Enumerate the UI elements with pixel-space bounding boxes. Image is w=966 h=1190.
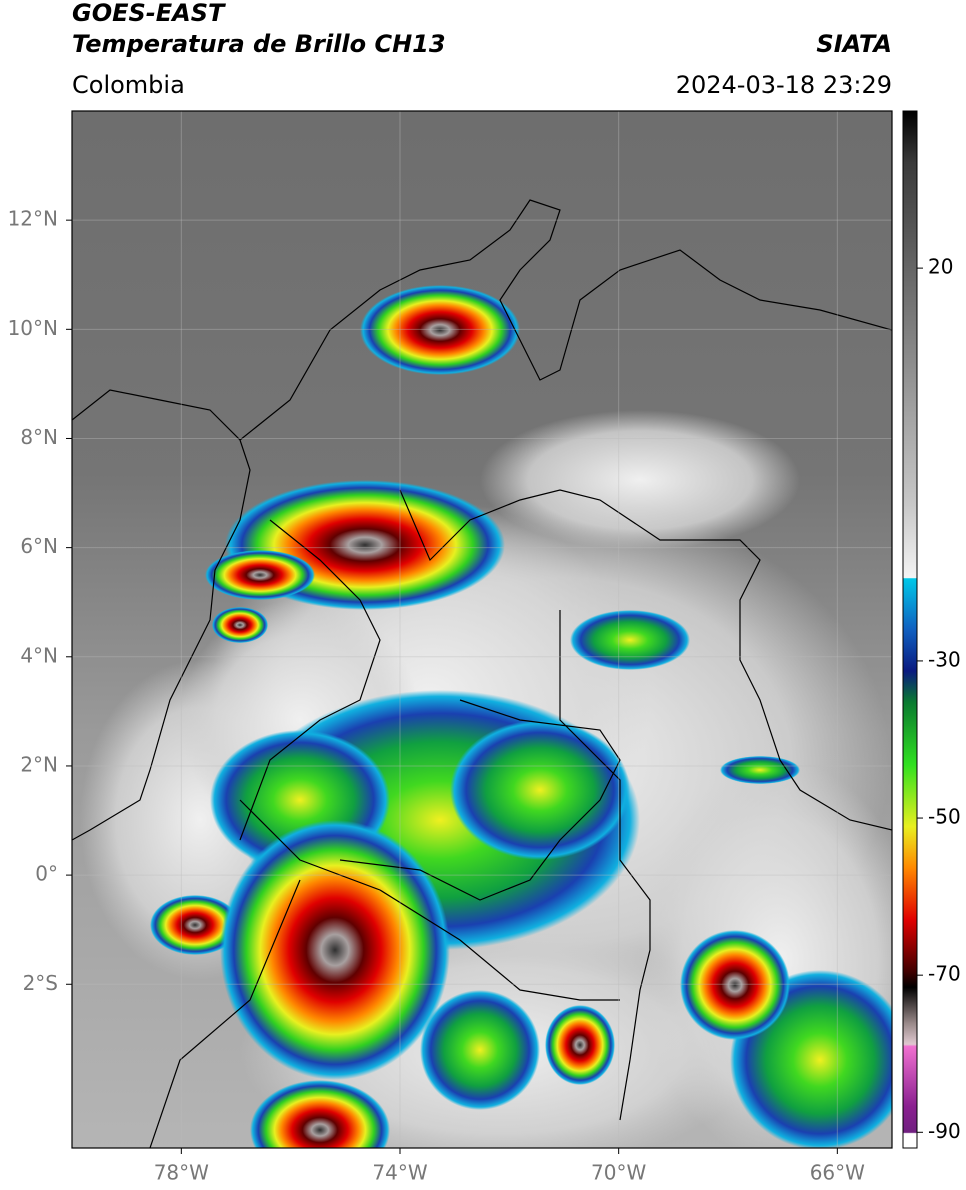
lon-tick-label: 70°W (591, 1161, 646, 1185)
colorbar (902, 110, 918, 1149)
lat-tick-label: 2°N (20, 752, 58, 776)
border-line (72, 389, 251, 841)
border-line (239, 799, 620, 1001)
lon-tick-label: 78°W (154, 1161, 209, 1185)
convective-area (720, 756, 800, 784)
lat-tick-label: 6°N (20, 534, 58, 558)
colorbar-tick-label: -50 (928, 805, 961, 829)
lat-tick-label: 0° (35, 862, 58, 886)
lon-tick-label: 66°W (810, 1161, 865, 1185)
lat-tick-label: 4°N (20, 643, 58, 667)
storm-cell (250, 1080, 390, 1148)
lat-tick-label: 8°N (20, 425, 58, 449)
colorbar-tick-label: -30 (928, 647, 961, 671)
datetime: 2024-03-18 23:29 (676, 71, 892, 99)
lon-tick-label: 74°W (372, 1161, 427, 1185)
lat-tick-label: 10°N (8, 316, 58, 340)
colorbar-tick-label: -90 (928, 1119, 961, 1143)
cloud-area (480, 410, 800, 550)
border-line (239, 199, 892, 441)
border-line (399, 489, 892, 831)
map-frame (71, 110, 893, 1149)
storm-cell (212, 607, 268, 643)
lat-tick-label: 2°S (23, 971, 58, 995)
source: SIATA (816, 30, 892, 58)
region: Colombia (72, 71, 185, 99)
product-name: Temperatura de Brillo CH13 (72, 30, 446, 58)
convective-area (570, 610, 690, 670)
border-line (239, 519, 381, 841)
storm-cell (545, 1005, 615, 1085)
colorbar-tick-label: -70 (928, 962, 961, 986)
lat-tick-label: 12°N (8, 207, 58, 231)
colorbar-tick-label: 20 (928, 255, 953, 279)
storm-cell (680, 930, 790, 1040)
storm-cell (220, 820, 450, 1080)
storm-cell (360, 285, 520, 375)
convective-area (420, 990, 540, 1110)
storm-cell (205, 550, 315, 600)
map-imagery (72, 111, 892, 1148)
storm-cell (150, 895, 240, 955)
border-line (559, 610, 651, 1121)
satellite-name: GOES-EAST (72, 0, 226, 27)
convective-area (450, 720, 630, 860)
border-line (149, 879, 301, 1148)
border-line (339, 699, 621, 901)
